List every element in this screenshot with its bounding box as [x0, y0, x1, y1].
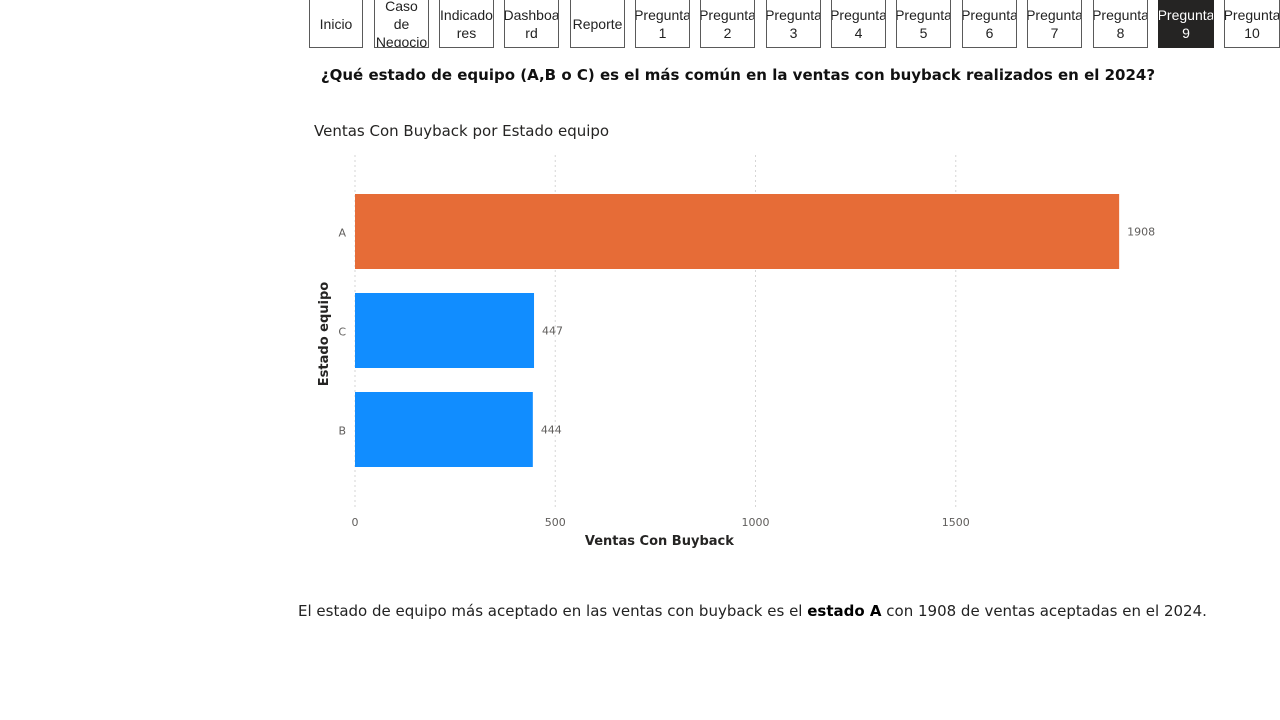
nav-button-dashboa-rd[interactable]: Dashboa rd [504, 0, 559, 48]
x-tick-label: 1000 [742, 516, 770, 529]
nav-button-caso-de-negocio[interactable]: Caso de Negocio [374, 0, 429, 48]
category-label-b: B [338, 425, 346, 438]
answer-text: El estado de equipo más aceptado en las … [298, 602, 1207, 620]
x-tick-label: 0 [352, 516, 359, 529]
data-label-b: 444 [541, 424, 562, 437]
nav-button-pregunta-6[interactable]: Pregunta 6 [962, 0, 1017, 48]
data-label-c: 447 [542, 325, 563, 338]
nav-button-pregunta-3[interactable]: Pregunta 3 [766, 0, 821, 48]
nav-button-pregunta-10[interactable]: Pregunta 10 [1224, 0, 1280, 48]
nav-button-pregunta-8[interactable]: Pregunta 8 [1093, 0, 1148, 48]
nav-button-reporte[interactable]: Reporte [570, 0, 625, 48]
nav-button-pregunta-5[interactable]: Pregunta 5 [896, 0, 951, 48]
bar-b [355, 392, 533, 467]
x-tick-label: 500 [545, 516, 566, 529]
category-label-c: C [338, 326, 346, 339]
nav-button-pregunta-4[interactable]: Pregunta 4 [831, 0, 886, 48]
nav-button-pregunta-2[interactable]: Pregunta 2 [700, 0, 755, 48]
nav-button-pregunta-9[interactable]: Pregunta 9 [1158, 0, 1214, 48]
category-label-a: A [338, 227, 346, 240]
answer-text-bold: estado A [807, 602, 882, 620]
x-axis-title: Ventas Con Buyback [585, 534, 734, 549]
y-axis-title: Estado equipo [317, 282, 332, 387]
nav-button-pregunta-7[interactable]: Pregunta 7 [1027, 0, 1082, 48]
bar-chart: 1908 A 447 C 444 B 0 500 1000 1500 Ventas Con Buyb… [317, 155, 1155, 549]
answer-text-before: El estado de equipo más aceptado en las … [298, 602, 808, 620]
answer-text-after: con 1908 de ventas aceptadas en el 2024. [881, 602, 1207, 620]
data-label-a: 1908 [1127, 226, 1155, 239]
bar-a [355, 194, 1120, 269]
nav-button-indicado-res[interactable]: Indicado res [439, 0, 494, 48]
nav-button-inicio[interactable]: Inicio [309, 0, 363, 48]
question-heading: ¿Qué estado de equipo (A,B o C) es el má… [320, 66, 1156, 84]
bar-c [355, 293, 535, 368]
page-navigation: Inicio Caso de Negocio Indicado res Dashboa… [0, 0, 1280, 50]
x-tick-label: 1500 [942, 516, 970, 529]
chart-title: Ventas Con Buyback por Estado equipo [314, 122, 610, 140]
nav-button-pregunta-1[interactable]: Pregunta 1 [635, 0, 690, 48]
